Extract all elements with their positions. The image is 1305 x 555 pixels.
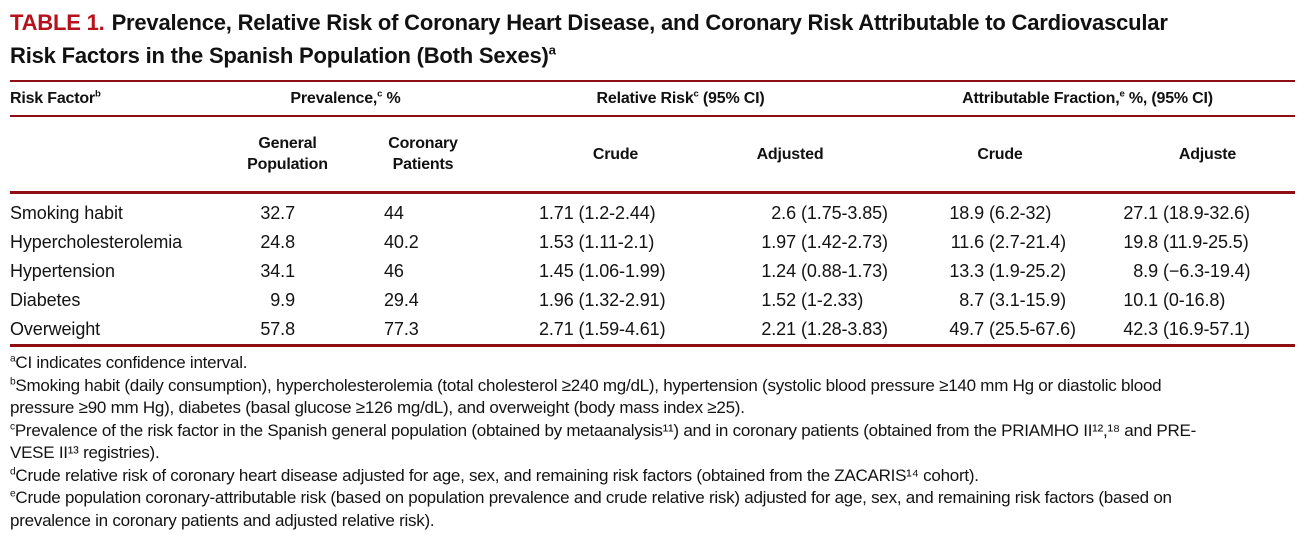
- cell-af-crude: 11.6 (2.7-21.4): [950, 232, 1067, 252]
- table-title-text: Prevalence, Relative Risk of Coronary He…: [10, 10, 1168, 68]
- subheader-empty: [10, 116, 210, 194]
- footnote-marker-e: e: [1119, 88, 1125, 100]
- footnote-e-text: Crude population coronary-attributable r…: [10, 488, 1172, 530]
- cell-rr-crude: 1.45 (1.06-1.99): [539, 261, 666, 281]
- column-header-attributable-fraction: Attributable Fraction,e %, (95% CI): [880, 82, 1296, 117]
- header-sub-row: General Population Coronary Patients Cru…: [10, 116, 1296, 194]
- cell-risk-factor: Hypertension: [10, 261, 115, 281]
- header-group-row: Risk Factorb Prevalence,c % Relative Ris…: [10, 82, 1296, 117]
- cell-risk-factor: Hypercholesterolemia: [10, 232, 183, 252]
- column-header-prevalence: Prevalence,c %: [210, 82, 481, 117]
- footnote-b-marker: b: [10, 375, 16, 387]
- table-title-footnote-marker: a: [548, 42, 556, 58]
- cell-rr-crude: 1.71 (1.2-2.44): [539, 203, 656, 223]
- data-table: Risk Factorb Prevalence,c % Relative Ris…: [10, 82, 1296, 347]
- cell-rr-adjusted: 1.97 (1.42-2.73): [761, 232, 888, 252]
- column-header-prevalence-text: Prevalence,: [290, 89, 378, 107]
- cell-risk-factor: Diabetes: [10, 290, 81, 310]
- footnote-a: aCI indicates confidence interval.: [10, 352, 1295, 375]
- subheader-coronary-patients: Coronary Patients: [365, 116, 481, 194]
- cell-coronary-patients: 77.3: [365, 315, 481, 347]
- subheader-af-adjusted: Adjuste: [1120, 116, 1296, 194]
- cell-general-population: 34.1: [260, 261, 295, 281]
- cell-general-population: 24.8: [260, 232, 295, 252]
- cell-af-crude: 13.3 (1.9-25.2): [949, 261, 1067, 281]
- paper-table-page: TABLE 1. Prevalence, Relative Risk of Cor…: [10, 6, 1296, 532]
- footnote-c: cPrevalence of the risk factor in the Sp…: [10, 420, 1295, 465]
- column-header-relative-risk-text: Relative Risk: [596, 89, 694, 107]
- cell-risk-factor: Overweight: [10, 315, 210, 347]
- cell-rr-crude: 2.71 (1.59-4.61): [481, 315, 700, 347]
- table-row: Smoking habit 32.7 44 1.71 (1.2-2.44) 2.…: [10, 193, 1295, 229]
- cell-rr-adjusted: 1.24 (0.88-1.73): [761, 261, 888, 281]
- footnote-c-text: Prevalence of the risk factor in the Spa…: [10, 420, 1196, 463]
- cell-coronary-patients: 29.4: [384, 290, 419, 310]
- footnotes-section: aCI indicates confidence interval. bSmok…: [10, 347, 1295, 532]
- cell-af-adjusted: 42.3 (16.9-57.1): [1120, 315, 1296, 347]
- table-row: Hypertension 34.1 46 1.45 (1.06-1.99) 1.…: [10, 257, 1295, 286]
- cell-general-population: 9.9: [270, 290, 295, 310]
- cell-af-adjusted: 10.1 (0-16.8): [1123, 290, 1226, 310]
- subheader-rr-adjusted: Adjusted: [700, 116, 880, 194]
- cell-af-adjusted: 19.8 (11.9-25.5): [1123, 232, 1249, 252]
- footnote-b-text: Smoking habit (daily consumption), hyper…: [10, 375, 1162, 418]
- footnote-d-text: Crude relative risk of coronary heart di…: [15, 465, 979, 485]
- subheader-rr-crude: Crude: [481, 116, 700, 194]
- footnote-marker-b: b: [94, 88, 101, 100]
- table-body: Smoking habit 32.7 44 1.71 (1.2-2.44) 2.…: [10, 193, 1296, 347]
- table-number-label: TABLE 1.: [10, 10, 105, 35]
- cell-af-adjusted: 27.1 (18.9-32.6): [1123, 203, 1250, 223]
- column-header-risk-factor-text: Risk Factor: [10, 89, 95, 107]
- cell-risk-factor: Smoking habit: [10, 203, 123, 223]
- cell-rr-crude: 1.53 (1.11-2.1): [539, 232, 655, 252]
- footnote-a-text: CI indicates confidence interval.: [15, 353, 248, 372]
- column-header-relative-risk: Relative Riskc (95% CI): [481, 82, 880, 117]
- column-header-attributable-fraction-text: Attributable Fraction,: [962, 89, 1120, 107]
- table-row: Overweight 57.8 77.3 2.71 (1.59-4.61) 2.…: [10, 315, 1296, 347]
- cell-af-adjusted: 8.9 (−6.3-19.4): [1133, 261, 1251, 281]
- column-header-risk-factor: Risk Factorb: [10, 82, 210, 117]
- footnote-marker-c: c: [377, 88, 383, 100]
- subheader-general-population: General Population: [210, 116, 365, 194]
- footnote-marker-c2: c: [693, 88, 699, 100]
- footnote-d: dCrude relative risk of coronary heart d…: [10, 465, 1295, 488]
- cell-af-crude: 18.9 (6.2-32): [949, 203, 1052, 223]
- cell-coronary-patients: 46: [384, 261, 404, 281]
- table-title: TABLE 1. Prevalence, Relative Risk of Cor…: [10, 6, 1295, 72]
- cell-af-crude: 8.7 (3.1-15.9): [959, 290, 1067, 310]
- footnote-b: bSmoking habit (daily consumption), hype…: [10, 375, 1295, 420]
- cell-rr-adjusted: 1.52 (1-2.33): [761, 290, 864, 310]
- cell-rr-crude: 1.96 (1.32-2.91): [539, 290, 666, 310]
- subheader-af-crude: Crude: [880, 116, 1120, 194]
- title-divider: [10, 80, 1295, 82]
- table-header: Risk Factorb Prevalence,c % Relative Ris…: [10, 82, 1296, 194]
- cell-coronary-patients: 40.2: [384, 232, 419, 252]
- footnote-e: eCrude population coronary-attributable …: [10, 487, 1295, 532]
- footnote-e-marker: e: [10, 488, 16, 500]
- footnote-d-marker: d: [10, 465, 16, 477]
- cell-af-crude: 49.7 (25.5-67.6): [880, 315, 1120, 347]
- footnote-a-marker: a: [10, 353, 16, 365]
- cell-coronary-patients: 44: [384, 203, 404, 223]
- cell-general-population: 32.7: [260, 203, 295, 223]
- cell-general-population: 57.8: [210, 315, 365, 347]
- cell-rr-adjusted: 2.6 (1.75-3.85): [771, 203, 888, 223]
- table-row: Diabetes 9.9 29.4 1.96 (1.32-2.91) 1.52(…: [10, 286, 1295, 315]
- cell-rr-adjusted: 2.21 (1.28-3.83): [700, 315, 888, 347]
- footnote-c-marker: c: [10, 420, 15, 432]
- table-row: Hypercholesterolemia 24.8 40.2 1.53 (1.1…: [10, 228, 1295, 257]
